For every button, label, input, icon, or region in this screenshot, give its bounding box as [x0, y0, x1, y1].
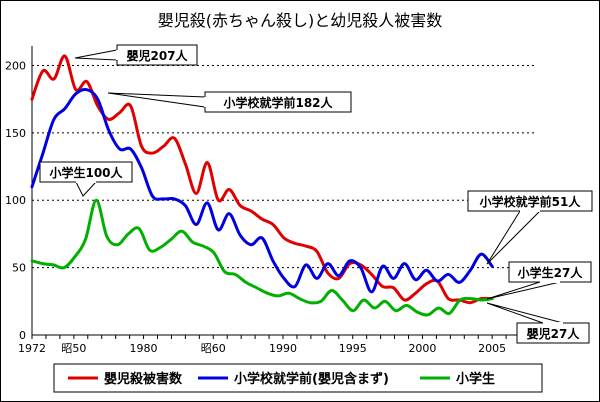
legend-label: 嬰児殺被害数	[104, 371, 183, 387]
x-tick-label: 1990	[269, 342, 297, 355]
grid-lines	[32, 64, 534, 269]
callout-pointer	[486, 281, 561, 300]
callout-elementary-27: 小学生27人	[486, 261, 592, 300]
legend-preschool: 小学校就学前(嬰児含まず)	[198, 371, 389, 387]
callout-label: 嬰児207人	[126, 48, 188, 63]
elementary-line	[30, 198, 494, 317]
x-tick-labels: 1972 昭50 1980 昭60 1990 1995 2000 2005	[18, 335, 535, 355]
y-tick-label: 50	[12, 262, 26, 275]
legend-box	[53, 363, 543, 393]
callout-label: 小学生100人	[49, 165, 123, 180]
callout-pointer	[486, 302, 564, 324]
callout-infant-27: 嬰児27人	[486, 302, 590, 344]
y-tick-labels: 0 50 100 150 200	[5, 59, 26, 342]
y-tick-label: 200	[5, 59, 26, 72]
callout-label: 小学校就学前51人	[480, 194, 582, 209]
x-tick-label: 1972	[18, 342, 46, 355]
axes	[31, 46, 534, 336]
legend: 嬰児殺被害数 小学校就学前(嬰児含まず) 小学生	[53, 363, 543, 393]
callout-pointer	[107, 92, 206, 108]
legend-elementary: 小学生	[420, 371, 495, 387]
legend-label: 小学生	[456, 371, 495, 387]
callout-pointer	[74, 49, 118, 61]
x-tick-label: 1980	[130, 342, 158, 355]
callout-elementary-100: 小学生100人	[39, 161, 133, 197]
chart-title: 嬰児殺(赤ちゃん殺し)と幼児殺人被害数	[158, 11, 443, 30]
callout-pointer	[486, 210, 542, 265]
callout-infant-207: 嬰児207人	[74, 44, 198, 66]
preschool-line	[30, 87, 494, 294]
x-tick-label: 1995	[339, 342, 367, 355]
legend-infant: 嬰児殺被害数	[68, 371, 183, 387]
callouts: 嬰児207人小学校就学前182人小学生100人小学校就学前51人小学生27人嬰児…	[39, 44, 593, 344]
callout-preschool-182: 小学校就学前182人	[107, 91, 352, 113]
callout-label: 小学校就学前182人	[223, 95, 333, 110]
callout-pointer	[75, 181, 98, 197]
y-tick-label: 150	[5, 127, 26, 140]
infant-homicide-line	[30, 54, 494, 305]
legend-label: 小学校就学前(嬰児含まず)	[234, 371, 389, 387]
callout-preschool-51: 小学校就学前51人	[467, 190, 593, 265]
x-tick-label: 昭50	[61, 342, 86, 355]
y-tick-label: 0	[19, 329, 26, 342]
callout-label: 小学生27人	[518, 265, 584, 280]
x-tick-label: 2000	[408, 342, 436, 355]
x-tick-label: 昭60	[201, 342, 226, 355]
x-tick-label: 2005	[478, 342, 506, 355]
series-lines	[30, 54, 494, 317]
y-tick-label: 100	[5, 194, 26, 207]
callout-label: 嬰児27人	[527, 326, 581, 341]
